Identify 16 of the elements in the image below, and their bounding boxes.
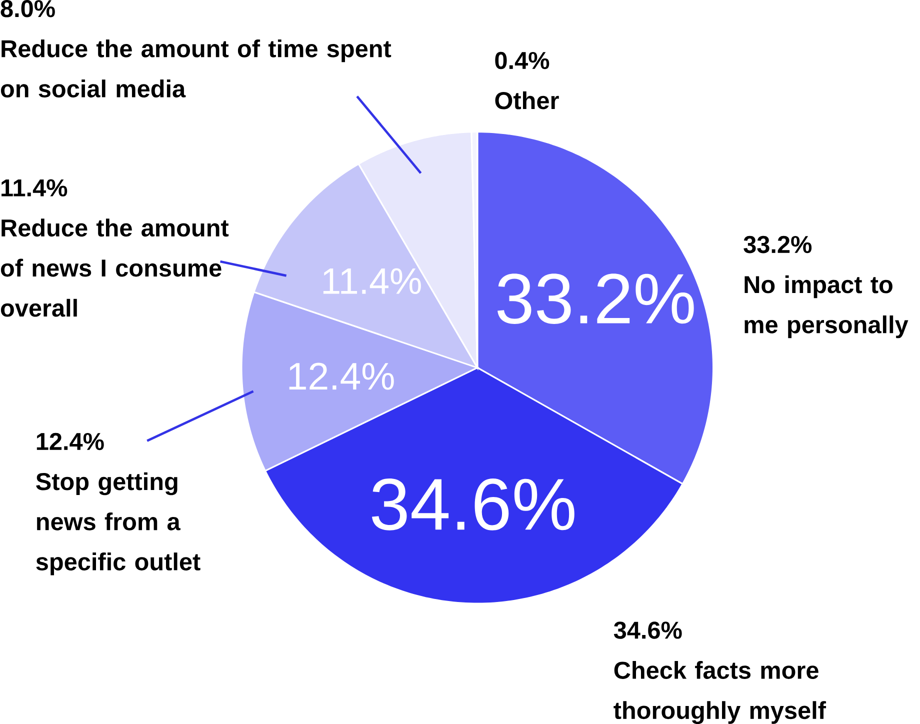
data-label: 11.4%	[323, 268, 421, 294]
slice-label: Other	[495, 91, 559, 110]
slice-label: Stop getting news from a specific outlet	[36, 472, 200, 576]
data-label: 8.0%	[0, 0, 55, 18]
slice-label: No impact to me personally	[744, 275, 908, 338]
text: 11.4%	[2, 179, 68, 196]
data-label: 12.4%	[289, 362, 394, 390]
text: 33.2%	[744, 236, 812, 254]
data-label: 34.6%	[372, 478, 574, 530]
data-label: 0.4%	[495, 52, 550, 70]
data-label: 33.2%	[498, 274, 694, 324]
slice-label: Reduce the amount of time spent on social media	[0, 39, 392, 98]
text: 12.4%	[36, 432, 104, 450]
slice-label: Reduce the amount of news I consume overall	[0, 218, 229, 317]
slice-label: Check facts more thoroughly myself	[614, 661, 826, 724]
text: 34.6%	[614, 622, 682, 639]
